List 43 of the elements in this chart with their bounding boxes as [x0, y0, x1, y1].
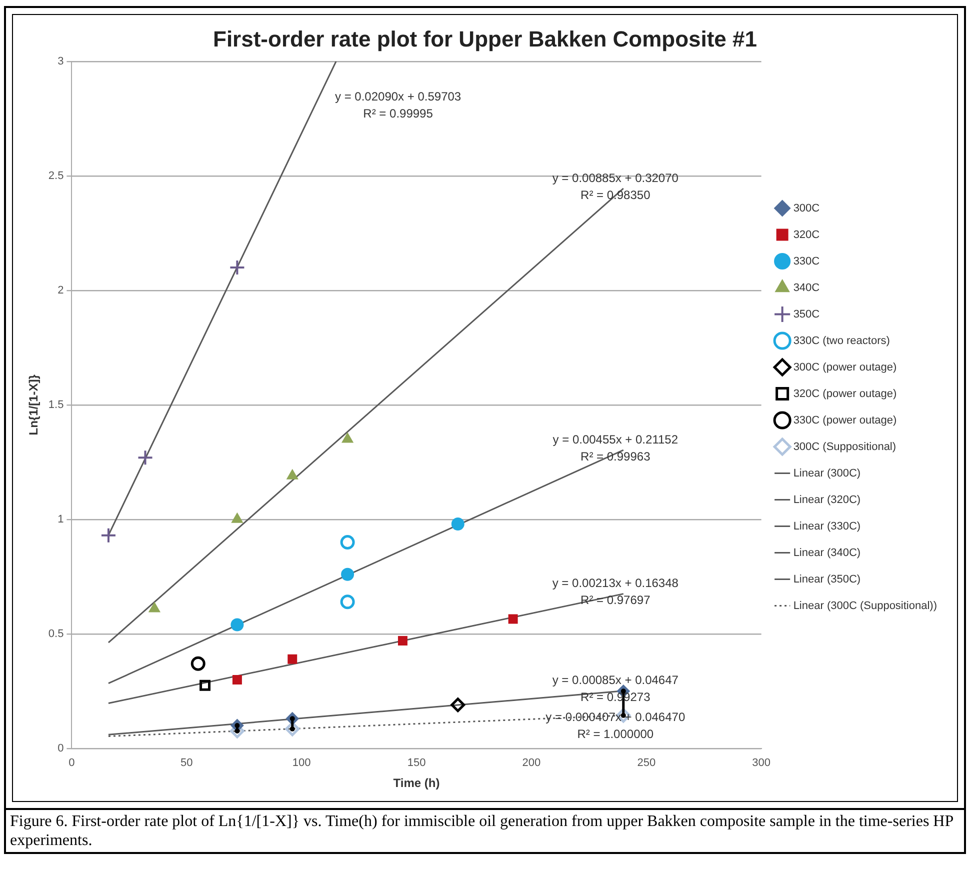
- x-tick-label: 200: [522, 757, 541, 770]
- legend-label: Linear (350C): [793, 573, 861, 586]
- x-tick-label: 0: [68, 757, 75, 770]
- annotation: R² = 0.99963: [580, 449, 651, 464]
- y-tick-label: 1.5: [48, 398, 64, 411]
- legend-label: 300C: [793, 202, 820, 214]
- annotation: y = 0.00213x + 0.16348: [552, 576, 679, 590]
- legend-label: 300C (Suppositional): [793, 440, 896, 453]
- x-tick-label: 150: [407, 757, 426, 770]
- legend-label: Linear (300C): [793, 467, 861, 480]
- legend-label: 330C (two reactors): [793, 334, 890, 347]
- legend-label: 340C: [793, 282, 820, 294]
- legend-label: Linear (300C (Suppositional)): [793, 600, 937, 612]
- y-tick-label: 3: [58, 55, 64, 68]
- chart-title: First-order rate plot for Upper Bakken Composite #1: [213, 26, 757, 52]
- y-tick-label: 0: [58, 742, 64, 754]
- annotation: y = 0.00455x + 0.21152: [552, 432, 678, 446]
- legend-label: Linear (320C): [793, 494, 861, 506]
- annotation: y = 0.00885x + 0.32070: [552, 170, 679, 185]
- x-tick-label: 50: [180, 757, 193, 770]
- x-tick-label: 300: [752, 757, 770, 770]
- legend-label: 320C: [793, 228, 820, 241]
- legend-label: Linear (330C): [793, 520, 861, 532]
- legend-label: 300C (power outage): [793, 361, 897, 374]
- legend-label: 350C: [793, 308, 820, 320]
- legend-label: Linear (340C): [793, 546, 861, 559]
- x-tick-label: 250: [637, 757, 656, 770]
- annotation: y = 0.000407x + 0.046470: [546, 710, 686, 724]
- annotation: y = 0.02090x + 0.59703: [334, 90, 462, 104]
- caption: Figure 6. First-order rate plot of Ln{1/[1-X]} vs. Time(h) for immiscible oil generation from upper Bakken composite sample in the time-series HP experiments.: [6, 808, 964, 852]
- annotation: y = 0.00085x + 0.04647: [552, 673, 679, 688]
- annotation: R² = 1.000000: [577, 727, 654, 742]
- legend-label: 330C: [793, 255, 820, 268]
- annotation: R² = 0.99995: [363, 106, 434, 121]
- y-tick-label: 2: [58, 284, 64, 296]
- y-tick-label: 1: [58, 513, 64, 526]
- y-tick-label: 0.5: [48, 628, 64, 640]
- x-tick-label: 100: [292, 757, 311, 770]
- y-tick-label: 2.5: [48, 170, 64, 182]
- legend-label: 320C (power outage): [793, 388, 897, 400]
- legend-label: 330C (power outage): [793, 414, 897, 426]
- x-axis-title: Time (h): [393, 776, 440, 790]
- y-axis-title: Ln{1/[1-X]}: [26, 374, 41, 436]
